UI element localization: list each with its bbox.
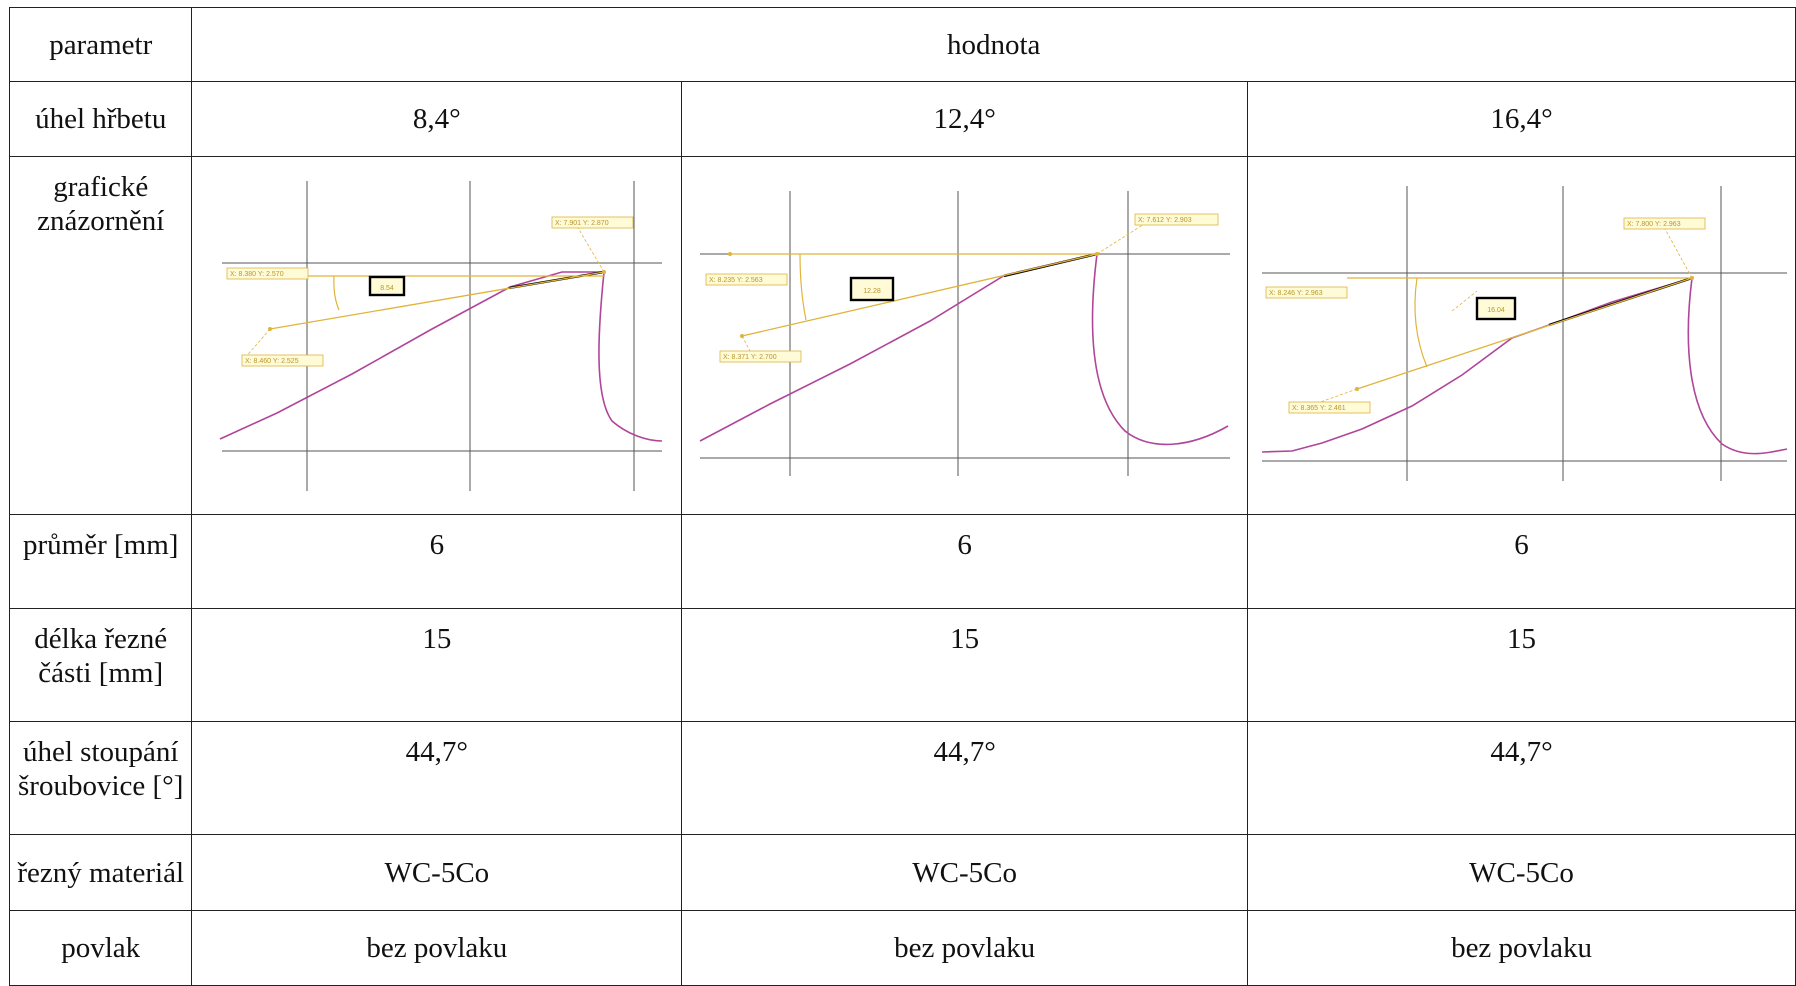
coordinate-box — [1288, 401, 1370, 413]
row-label-line: šroubovice [°] — [18, 770, 184, 802]
leader-line — [1663, 226, 1692, 278]
leader-line — [573, 220, 605, 272]
coordinate-label: X: 7.612 Y: 2.903 — [1138, 217, 1192, 224]
leader-line — [1096, 218, 1152, 254]
coordinate-label: X: 8.371 Y: 2.700 — [723, 354, 777, 361]
clearance-angle-diagram: X: 7.800 Y: 2.963 X: 8.246 Y: 2.963 X: 8… — [1261, 185, 1787, 481]
coordinate-label: X: 7.800 Y: 2.963 — [1627, 221, 1681, 228]
tool-edge-curve — [1687, 277, 1787, 454]
header-value-cell: hodnota — [191, 7, 1796, 82]
dimension-line — [269, 270, 604, 330]
coordinate-box — [1623, 217, 1705, 229]
value-cell: WC-5Co — [191, 834, 683, 911]
value-cell: 44,7° — [681, 721, 1249, 835]
angle-value-box — [368, 275, 406, 296]
row-graficke: grafické znázornění — [8, 156, 1796, 515]
coordinate-box — [1265, 286, 1347, 298]
row-label: úhel stoupání šroubovice [°] — [8, 721, 193, 835]
measure-point — [267, 326, 272, 331]
measure-point — [727, 251, 732, 256]
row-label-line: grafické — [53, 171, 149, 203]
dimension-line — [741, 252, 1097, 337]
measure-point — [1094, 251, 1099, 256]
clearance-angle-diagram: X: 7.901 Y: 2.870 X: 8.380 Y: 2.570 X: 8… — [219, 180, 662, 491]
diagram-cell: X: 7.612 Y: 2.903 X: 8.235 Y: 2.563 X: 8… — [681, 156, 1249, 515]
diagram-cell: X: 7.800 Y: 2.963 X: 8.246 Y: 2.963 X: 8… — [1247, 156, 1796, 515]
header-row: parametr hodnota — [8, 7, 1796, 82]
row-label-line: délka řezné — [34, 623, 168, 655]
leader-line — [741, 335, 750, 351]
value-cell: 6 — [191, 514, 683, 609]
value-cell: 15 — [1247, 608, 1796, 722]
value-cell: bez povlaku — [1247, 910, 1796, 986]
coordinate-box — [226, 267, 309, 279]
coordinate-box — [705, 273, 788, 285]
clearance-angle-diagram: X: 7.612 Y: 2.903 X: 8.235 Y: 2.563 X: 8… — [699, 190, 1230, 476]
row-label: povlak — [8, 910, 193, 986]
value-cell: 15 — [191, 608, 683, 722]
coordinate-box — [719, 350, 802, 362]
value-cell: 44,7° — [1247, 721, 1796, 835]
coordinate-label: X: 7.901 Y: 2.870 — [555, 220, 609, 227]
coordinate-label: X: 8.365 Y: 2.461 — [1292, 405, 1346, 412]
value-cell: bez povlaku — [191, 910, 683, 986]
value-cell: 6 — [681, 514, 1249, 609]
tool-edge-curve — [1091, 253, 1229, 445]
row-stoupani: úhel stoupání šroubovice [°] 44,7° 44,7°… — [8, 721, 1796, 835]
header-param-cell: parametr — [8, 7, 193, 82]
angle-value-box — [849, 276, 894, 301]
value-cell: WC-5Co — [681, 834, 1249, 911]
parameter-table: parametr hodnota úhel hřbetu 8,4° 12,4° … — [8, 7, 1796, 986]
coordinate-box — [1134, 213, 1219, 225]
value-cell: 15 — [681, 608, 1249, 722]
measure-point — [1689, 275, 1694, 280]
angle-value-label: 16.04 — [1487, 307, 1505, 314]
row-label-line: části [mm] — [38, 657, 164, 689]
measure-point — [601, 269, 606, 274]
leader-line — [1451, 290, 1477, 311]
measure-point — [1354, 386, 1359, 391]
row-label: délka řezné části [mm] — [8, 608, 193, 722]
row-label: grafické znázornění — [8, 156, 193, 515]
row-label-line: znázornění — [37, 205, 165, 237]
row-povlak: povlak bez povlaku bez povlaku bez povla… — [8, 910, 1796, 986]
row-label: průměr [mm] — [8, 514, 193, 609]
row-label-line: úhel stoupání — [22, 736, 179, 768]
coordinate-label: X: 8.235 Y: 2.563 — [709, 277, 763, 284]
coordinate-label: X: 8.380 Y: 2.570 — [230, 271, 284, 278]
coordinate-label: X: 8.246 Y: 2.963 — [1269, 290, 1323, 297]
angle-arc — [799, 253, 807, 320]
leader-line — [1311, 388, 1357, 405]
angle-arc — [333, 275, 340, 310]
dimension-line — [1356, 276, 1692, 390]
value-cell: 12,4° — [681, 81, 1249, 157]
tool-edge-curve — [597, 271, 662, 442]
angle-arc — [1413, 277, 1428, 367]
measure-point — [739, 333, 744, 338]
value-cell: 6 — [1247, 514, 1796, 609]
tool-edge-line — [219, 270, 604, 440]
value-cell: bez povlaku — [681, 910, 1249, 986]
angle-value-label: 8.54 — [380, 285, 394, 292]
angle-value-label: 12.28 — [863, 288, 881, 295]
row-label: řezný materiál — [8, 834, 193, 911]
coordinate-label: X: 8.460 Y: 2.525 — [245, 358, 299, 365]
diagram-cell: X: 7.901 Y: 2.870 X: 8.380 Y: 2.570 X: 8… — [191, 156, 683, 515]
coordinate-box — [241, 354, 324, 366]
row-material: řezný materiál WC-5Co WC-5Co WC-5Co — [8, 834, 1796, 911]
value-cell: 16,4° — [1247, 81, 1796, 157]
row-delka: délka řezné části [mm] 15 15 15 — [8, 608, 1796, 722]
row-uhel-hrbetu: úhel hřbetu 8,4° 12,4° 16,4° — [8, 81, 1796, 157]
value-cell: WC-5Co — [1247, 834, 1796, 911]
coordinate-box — [551, 216, 634, 228]
value-cell: 44,7° — [191, 721, 683, 835]
row-label: úhel hřbetu — [8, 81, 193, 157]
row-prumer: průměr [mm] 6 6 6 — [8, 514, 1796, 609]
value-cell: 8,4° — [191, 81, 683, 157]
leader-line — [243, 328, 271, 359]
angle-value-box — [1475, 296, 1516, 320]
